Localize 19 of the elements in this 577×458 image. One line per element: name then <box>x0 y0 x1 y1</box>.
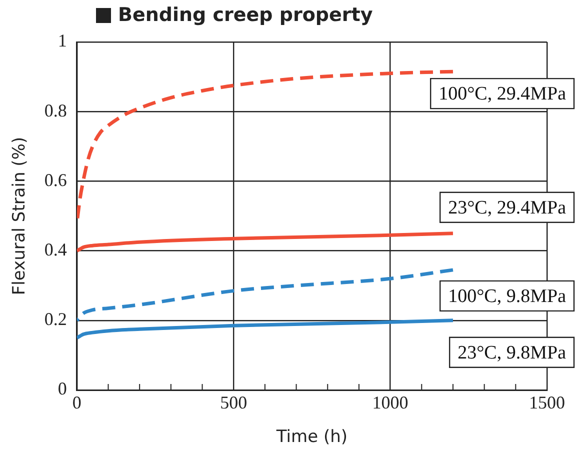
series-label: 100°C, 9.8MPa <box>448 286 567 307</box>
y-tick-label: 0.4 <box>44 240 67 260</box>
x-axis-title: Time (h) <box>275 427 348 448</box>
x-tick-label: 500 <box>220 392 248 413</box>
series-label: 23°C, 29.4MPa <box>448 197 567 218</box>
x-tick-label: 1500 <box>529 392 565 413</box>
y-tick-label: 0.8 <box>44 100 67 120</box>
y-tick-label: 1 <box>58 30 67 51</box>
y-tick-label: 0.2 <box>44 309 67 330</box>
chart-title: Bending creep property <box>118 4 373 26</box>
y-axis-title: Flexural Strain (%) <box>10 136 30 296</box>
series-label: 23°C, 9.8MPa <box>458 342 567 364</box>
y-tick-label: 0.6 <box>44 170 67 190</box>
series-label: 100°C, 29.4MPa <box>438 84 567 105</box>
x-tick-label: 0 <box>72 392 82 413</box>
x-tick-label: 1000 <box>372 392 408 413</box>
line-series <box>76 318 455 340</box>
y-tick-label: 0 <box>58 378 67 399</box>
line-series <box>76 232 455 253</box>
